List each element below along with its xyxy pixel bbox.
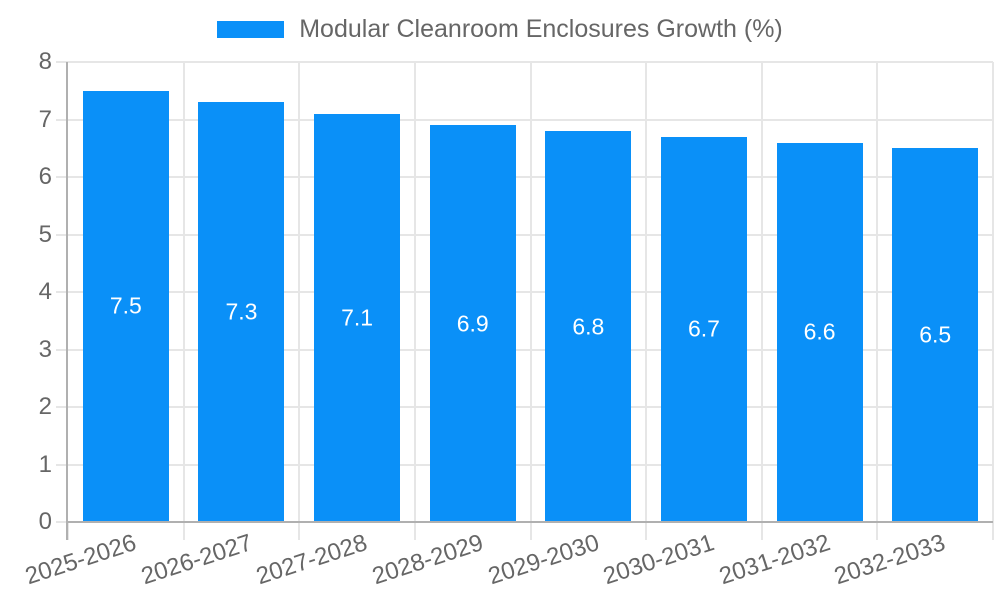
bar[interactable]: 7.5 bbox=[82, 90, 169, 522]
y-axis-label: 7 bbox=[38, 105, 52, 133]
gridline-vertical bbox=[529, 62, 532, 522]
x-axis-line bbox=[66, 521, 993, 523]
y-axis-tick bbox=[56, 61, 68, 63]
bar-value-label: 6.9 bbox=[456, 310, 489, 337]
y-axis-tick bbox=[56, 406, 68, 408]
y-axis-label: 5 bbox=[38, 220, 52, 248]
x-axis-tick bbox=[413, 522, 416, 540]
bar-value-label: 7.3 bbox=[225, 298, 258, 325]
x-axis-tick bbox=[992, 522, 994, 540]
y-axis-tick bbox=[56, 348, 68, 351]
x-axis-tick bbox=[67, 522, 69, 540]
gridline-vertical bbox=[876, 62, 879, 522]
y-axis-label: 0 bbox=[38, 508, 52, 535]
bar[interactable]: 6.9 bbox=[429, 125, 516, 522]
x-axis-label: 2026-2027 bbox=[137, 529, 256, 591]
y-axis-label: 6 bbox=[38, 163, 52, 190]
bar-value-label: 6.8 bbox=[572, 313, 605, 339]
y-axis-tick bbox=[56, 118, 68, 121]
gridline-vertical bbox=[992, 62, 994, 522]
y-axis-line bbox=[66, 62, 68, 540]
gridline-vertical bbox=[182, 62, 185, 522]
bar[interactable]: 7.1 bbox=[314, 113, 401, 522]
y-axis-label: 4 bbox=[38, 278, 52, 305]
bar-value-label: 6.6 bbox=[803, 318, 836, 345]
y-axis-tick bbox=[56, 291, 68, 293]
y-axis-tick bbox=[56, 176, 68, 178]
x-axis-label: 2028-2029 bbox=[368, 529, 487, 591]
bar[interactable]: 7.3 bbox=[198, 102, 285, 522]
legend-item[interactable]: Modular Cleanroom Enclosures Growth (%) bbox=[217, 16, 783, 43]
bar-value-label: 7.1 bbox=[341, 304, 374, 331]
bar-value-label: 7.5 bbox=[109, 292, 142, 319]
y-axis-label: 8 bbox=[38, 48, 52, 75]
x-axis-tick bbox=[182, 522, 185, 540]
x-axis-label: 2029-2030 bbox=[484, 529, 603, 591]
x-axis-label: 2031-2032 bbox=[715, 529, 834, 591]
x-axis-label: 2030-2031 bbox=[600, 529, 718, 591]
chart-legend: Modular Cleanroom Enclosures Growth (%) bbox=[0, 16, 1000, 43]
bar[interactable]: 6.8 bbox=[545, 131, 632, 522]
x-axis-tick bbox=[760, 522, 763, 540]
bar[interactable]: 6.5 bbox=[892, 148, 979, 522]
y-axis-label: 2 bbox=[38, 393, 52, 420]
y-axis-label: 3 bbox=[38, 335, 52, 363]
y-axis-tick bbox=[56, 521, 68, 523]
x-axis-label: 2025-2026 bbox=[22, 529, 140, 591]
gridline-vertical bbox=[298, 62, 301, 522]
gridline-vertical bbox=[645, 62, 648, 522]
x-axis-tick bbox=[876, 522, 879, 540]
x-axis-label: 2032-2033 bbox=[831, 529, 949, 591]
bar-value-label: 6.5 bbox=[919, 321, 952, 348]
gridline-vertical bbox=[760, 62, 763, 522]
x-axis-tick bbox=[529, 522, 532, 540]
gridline-vertical bbox=[413, 62, 416, 522]
bar[interactable]: 6.6 bbox=[776, 142, 863, 522]
y-axis-tick bbox=[56, 463, 68, 466]
legend-label: Modular Cleanroom Enclosures Growth (%) bbox=[299, 15, 783, 43]
x-axis-tick bbox=[645, 522, 648, 540]
legend-swatch-icon bbox=[217, 21, 285, 38]
y-axis-label: 1 bbox=[38, 450, 52, 478]
x-axis-label: 2027-2028 bbox=[253, 529, 371, 591]
bar-value-label: 6.7 bbox=[687, 315, 720, 342]
y-axis-tick bbox=[56, 233, 68, 236]
bar[interactable]: 6.7 bbox=[660, 136, 747, 522]
x-axis-tick bbox=[298, 522, 301, 540]
